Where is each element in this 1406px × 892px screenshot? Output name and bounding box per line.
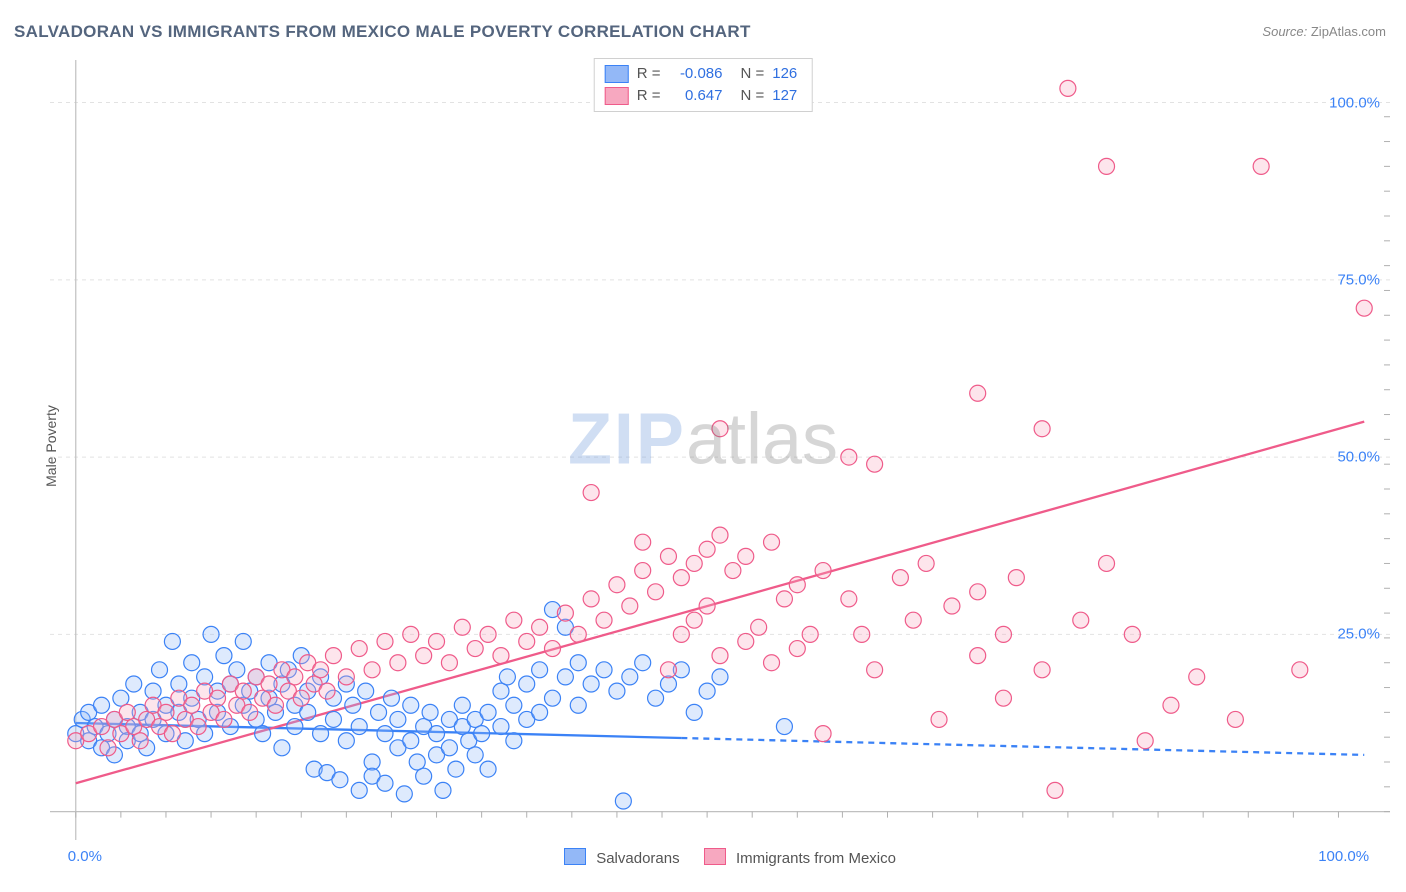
legend-swatch-1 [605,87,629,105]
source-value: ZipAtlas.com [1311,24,1386,39]
legend-swatch-bottom-0 [564,848,586,865]
legend-r-value-1: 0.647 [668,85,722,107]
chart-title: SALVADORAN VS IMMIGRANTS FROM MEXICO MAL… [14,22,751,42]
source-label: Source: [1262,24,1307,39]
legend-n-value-1: 127 [772,85,797,107]
correlation-legend: R = -0.086 N = 126 R = 0.647 N = 127 [594,58,813,112]
legend-row-series-0: R = -0.086 N = 126 [605,63,798,85]
legend-swatch-bottom-1 [704,848,726,865]
legend-row-series-1: R = 0.647 N = 127 [605,85,798,107]
legend-n-label: N = [740,85,764,107]
legend-r-label: R = [637,85,661,107]
legend-r-value-0: -0.086 [668,63,722,85]
legend-swatch-0 [605,65,629,83]
legend-n-value-0: 126 [772,63,797,85]
legend-r-label: R = [637,63,661,85]
legend-name-1: Immigrants from Mexico [736,850,896,867]
series-legend: Salvadorans Immigrants from Mexico [50,848,1390,867]
legend-n-label: N = [740,63,764,85]
scatter-plot [50,60,1390,840]
chart-container: { "title": "SALVADORAN VS IMMIGRANTS FRO… [0,0,1406,892]
source-attribution: Source: ZipAtlas.com [1262,24,1386,39]
legend-name-0: Salvadorans [596,850,679,867]
